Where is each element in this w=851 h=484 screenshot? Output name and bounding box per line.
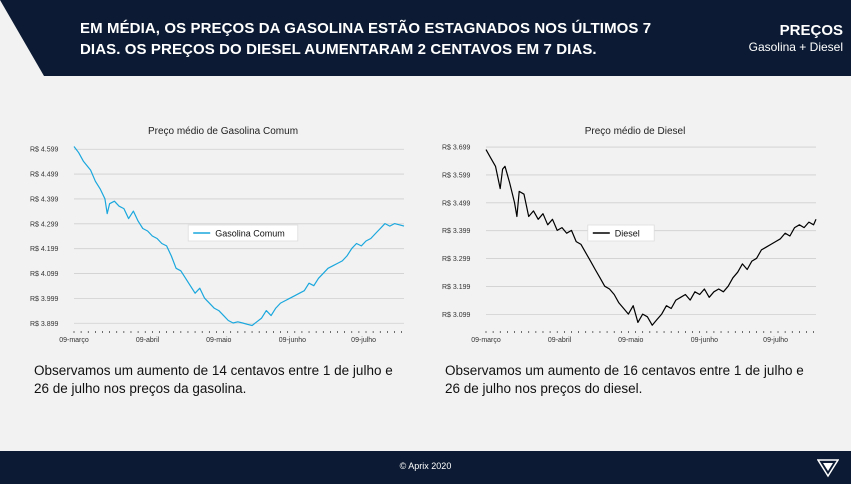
x-tick-label: 09-março (59, 337, 89, 344)
gasoline-caption: Observamos um aumento de 14 centavos ent… (34, 363, 393, 396)
diesel-caption: Observamos um aumento de 16 centavos ent… (445, 363, 804, 396)
chart-legend: Gasolina Comum (187, 224, 299, 242)
diesel-chart-svg: Preço médio de Diesel R$ 3.099 R$ 3.199 R$ … (442, 126, 817, 344)
chart-title: Preço médio de Diesel (585, 126, 686, 137)
y-tick-label: R$ 3.499 (442, 200, 471, 207)
legend-label: Diesel (615, 229, 640, 239)
legend-label: Gasolina Comum (215, 229, 285, 239)
y-tick-label: R$ 4.199 (30, 246, 59, 253)
diesel-chart: Preço médio de Diesel R$ 3.099 R$ 3.199 R$ … (440, 118, 820, 355)
footer-bar: © Aprix 2020 (0, 451, 851, 484)
x-tick-label: 09-abril (548, 337, 572, 344)
y-tick-label: R$ 3.599 (442, 172, 471, 179)
gasoline-chart: Preço médio de Gasolina Comum R$ 3.899 R$ … (28, 118, 408, 355)
chart-legend: Diesel (587, 224, 655, 242)
y-tick-label: R$ 4.499 (30, 172, 59, 179)
page-headline: EM MÉDIA, OS PREÇOS DA GASOLINA ESTÃO ES… (80, 20, 652, 58)
x-tick-label: 09-junho (279, 337, 306, 344)
legend-box (187, 224, 299, 242)
section-title-subtitle: Gasolina + Diesel (748, 40, 843, 54)
gasoline-chart-svg: Preço médio de Gasolina Comum R$ 3.899 R$ … (30, 126, 405, 344)
series-line (73, 146, 405, 327)
y-tick-label: R$ 3.199 (442, 284, 471, 291)
y-tick-label: R$ 3.899 (30, 321, 59, 328)
y-tick-label: R$ 4.299 (30, 221, 59, 228)
x-tick-label: 09-maio (206, 337, 231, 344)
y-tick-label: R$ 3.299 (442, 256, 471, 263)
series-line (485, 149, 817, 326)
chart-title: Preço médio de Gasolina Comum (148, 126, 298, 137)
y-tick-label: R$ 4.599 (30, 147, 59, 154)
aprix-logo-icon (817, 459, 839, 478)
copyright-text: © Aprix 2020 (399, 461, 452, 471)
x-tick-label: 09-junho (691, 337, 718, 344)
y-tick-label: R$ 4.099 (30, 271, 59, 278)
x-tick-label: 09-maio (618, 337, 643, 344)
header-banner (0, 0, 851, 76)
x-tick-label: 09-abril (136, 337, 160, 344)
x-tick-label: 09-julho (763, 337, 788, 344)
y-tick-label: R$ 4.399 (30, 196, 59, 203)
section-title: PREÇOS Gasolina + Diesel (749, 22, 843, 55)
y-tick-label: R$ 3.099 (442, 312, 471, 319)
section-title-main: PREÇOS (779, 22, 843, 39)
y-tick-label: R$ 3.399 (442, 228, 471, 235)
legend-box (587, 224, 655, 242)
x-tick-label: 09-julho (351, 337, 376, 344)
y-tick-label: R$ 3.999 (30, 296, 59, 303)
x-tick-label: 09-março (471, 337, 501, 344)
y-tick-label: R$ 3.699 (442, 145, 471, 152)
